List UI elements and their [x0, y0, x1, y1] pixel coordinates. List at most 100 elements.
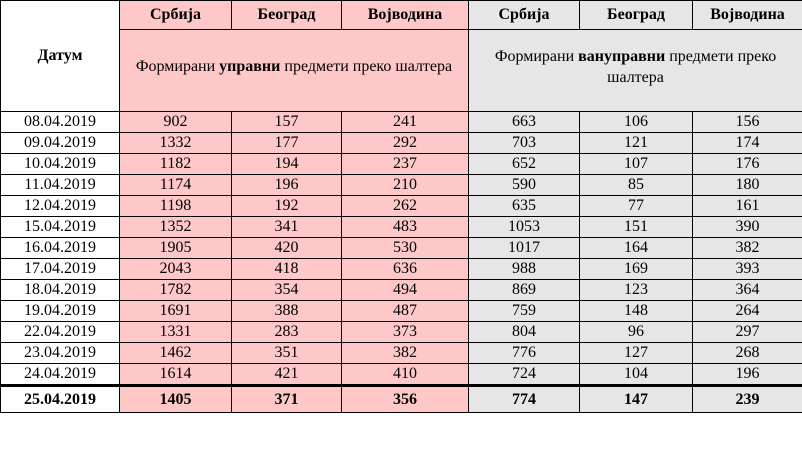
srbija-upravni-cell: 1691 [119, 300, 232, 322]
srbija-upravni-cell: 1405 [119, 384, 232, 413]
table-row: 15.04.2019 1352 341 483 1053 151 390 [0, 216, 802, 238]
beograd-vanupravni-cell: 121 [579, 132, 693, 154]
date-cell: 12.04.2019 [0, 195, 120, 217]
vojvodina-upravni-cell: 636 [341, 258, 469, 280]
date-cell: 08.04.2019 [0, 111, 120, 133]
srbija-upravni-cell: 2043 [119, 258, 232, 280]
table-row: 12.04.2019 1198 192 262 635 77 161 [0, 195, 802, 217]
srbija-vanupravni-cell: 1053 [468, 216, 580, 238]
vojvodina-vanupravni-cell: 364 [692, 279, 802, 301]
date-cell: 22.04.2019 [0, 321, 120, 343]
beograd-upravni-cell: 420 [231, 237, 342, 259]
vojvodina-upravni-cell: 483 [341, 216, 469, 238]
srbija-vanupravni-cell: 663 [468, 111, 580, 133]
table-row: 23.04.2019 1462 351 382 776 127 268 [0, 342, 802, 364]
date-cell: 17.04.2019 [0, 258, 120, 280]
group2-bold: вануправни [578, 47, 666, 65]
date-cell: 10.04.2019 [0, 153, 120, 175]
beograd-vanupravni-cell: 106 [579, 111, 693, 133]
table-row: 19.04.2019 1691 388 487 759 148 264 [0, 300, 802, 322]
srbija-vanupravni-cell: 774 [468, 384, 580, 413]
beograd-vanupravni-cell: 148 [579, 300, 693, 322]
table-row: 24.04.2019 1614 421 410 724 104 196 [0, 363, 802, 386]
column-header-srbija-2: Србија [468, 0, 580, 30]
beograd-upravni-cell: 192 [231, 195, 342, 217]
date-cell: 11.04.2019 [0, 174, 120, 196]
column-header-srbija-1: Србија [119, 0, 232, 30]
srbija-vanupravni-cell: 724 [468, 363, 580, 386]
vojvodina-upravni-cell: 373 [341, 321, 469, 343]
srbija-vanupravni-cell: 1017 [468, 237, 580, 259]
vojvodina-vanupravni-cell: 264 [692, 300, 802, 322]
beograd-upravni-cell: 341 [231, 216, 342, 238]
srbija-vanupravni-cell: 804 [468, 321, 580, 343]
srbija-upravni-cell: 1332 [119, 132, 232, 154]
vojvodina-upravni-cell: 494 [341, 279, 469, 301]
column-header-beograd-1: Београд [231, 0, 342, 30]
group2-post: предмети преко шалтера [607, 47, 777, 86]
date-cell: 24.04.2019 [0, 363, 120, 386]
srbija-vanupravni-cell: 635 [468, 195, 580, 217]
statistics-table: Датум Србија Београд Војводина Србија Бе… [0, 0, 802, 413]
table-row: 09.04.2019 1332 177 292 703 121 174 [0, 132, 802, 154]
vojvodina-upravni-cell: 210 [341, 174, 469, 196]
group1-post: предмети преко шалтера [280, 58, 453, 75]
beograd-upravni-cell: 418 [231, 258, 342, 280]
group-header-non-administrative: Формирани вануправни предмети преко шалт… [468, 29, 802, 112]
vojvodina-upravni-cell: 356 [341, 384, 469, 413]
beograd-upravni-cell: 371 [231, 384, 342, 413]
beograd-vanupravni-cell: 164 [579, 237, 693, 259]
vojvodina-vanupravni-cell: 297 [692, 321, 802, 343]
beograd-upravni-cell: 354 [231, 279, 342, 301]
beograd-vanupravni-cell: 107 [579, 153, 693, 175]
beograd-vanupravni-cell: 85 [579, 174, 693, 196]
date-cell: 18.04.2019 [0, 279, 120, 301]
vojvodina-vanupravni-cell: 174 [692, 132, 802, 154]
table-row: 22.04.2019 1331 283 373 804 96 297 [0, 321, 802, 343]
column-header-vojvodina-1: Војводина [341, 0, 469, 30]
vojvodina-vanupravni-cell: 176 [692, 153, 802, 175]
srbija-upravni-cell: 1198 [119, 195, 232, 217]
date-cell: 25.04.2019 [0, 384, 120, 413]
vojvodina-upravni-cell: 410 [341, 363, 469, 386]
beograd-vanupravni-cell: 169 [579, 258, 693, 280]
table-body: 08.04.2019 902 157 241 663 106 156 09.04.2019 13… [0, 111, 802, 413]
srbija-vanupravni-cell: 869 [468, 279, 580, 301]
beograd-vanupravni-cell: 147 [579, 384, 693, 413]
srbija-upravni-cell: 1352 [119, 216, 232, 238]
beograd-vanupravni-cell: 96 [579, 321, 693, 343]
srbija-upravni-cell: 1782 [119, 279, 232, 301]
beograd-upravni-cell: 421 [231, 363, 342, 386]
vojvodina-upravni-cell: 241 [341, 111, 469, 133]
group1-bold: управни [219, 58, 281, 75]
beograd-upravni-cell: 196 [231, 174, 342, 196]
srbija-vanupravni-cell: 776 [468, 342, 580, 364]
vojvodina-vanupravni-cell: 180 [692, 174, 802, 196]
beograd-upravni-cell: 194 [231, 153, 342, 175]
table-row: 25.04.2019 1405 371 356 774 147 239 [0, 384, 802, 413]
vojvodina-upravni-cell: 382 [341, 342, 469, 364]
vojvodina-upravni-cell: 262 [341, 195, 469, 217]
vojvodina-vanupravni-cell: 268 [692, 342, 802, 364]
srbija-upravni-cell: 902 [119, 111, 232, 133]
beograd-vanupravni-cell: 151 [579, 216, 693, 238]
srbija-upravni-cell: 1182 [119, 153, 232, 175]
date-cell: 23.04.2019 [0, 342, 120, 364]
srbija-upravni-cell: 1331 [119, 321, 232, 343]
srbija-upravni-cell: 1614 [119, 363, 232, 386]
beograd-vanupravni-cell: 127 [579, 342, 693, 364]
srbija-vanupravni-cell: 988 [468, 258, 580, 280]
vojvodina-upravni-cell: 530 [341, 237, 469, 259]
group1-pre: Формирани [135, 58, 220, 75]
srbija-vanupravni-cell: 590 [468, 174, 580, 196]
date-cell: 09.04.2019 [0, 132, 120, 154]
srbija-vanupravni-cell: 759 [468, 300, 580, 322]
vojvodina-vanupravni-cell: 390 [692, 216, 802, 238]
vojvodina-upravni-cell: 237 [341, 153, 469, 175]
beograd-upravni-cell: 177 [231, 132, 342, 154]
column-header-beograd-2: Београд [579, 0, 693, 30]
beograd-upravni-cell: 388 [231, 300, 342, 322]
vojvodina-upravni-cell: 487 [341, 300, 469, 322]
date-cell: 19.04.2019 [0, 300, 120, 322]
date-cell: 15.04.2019 [0, 216, 120, 238]
